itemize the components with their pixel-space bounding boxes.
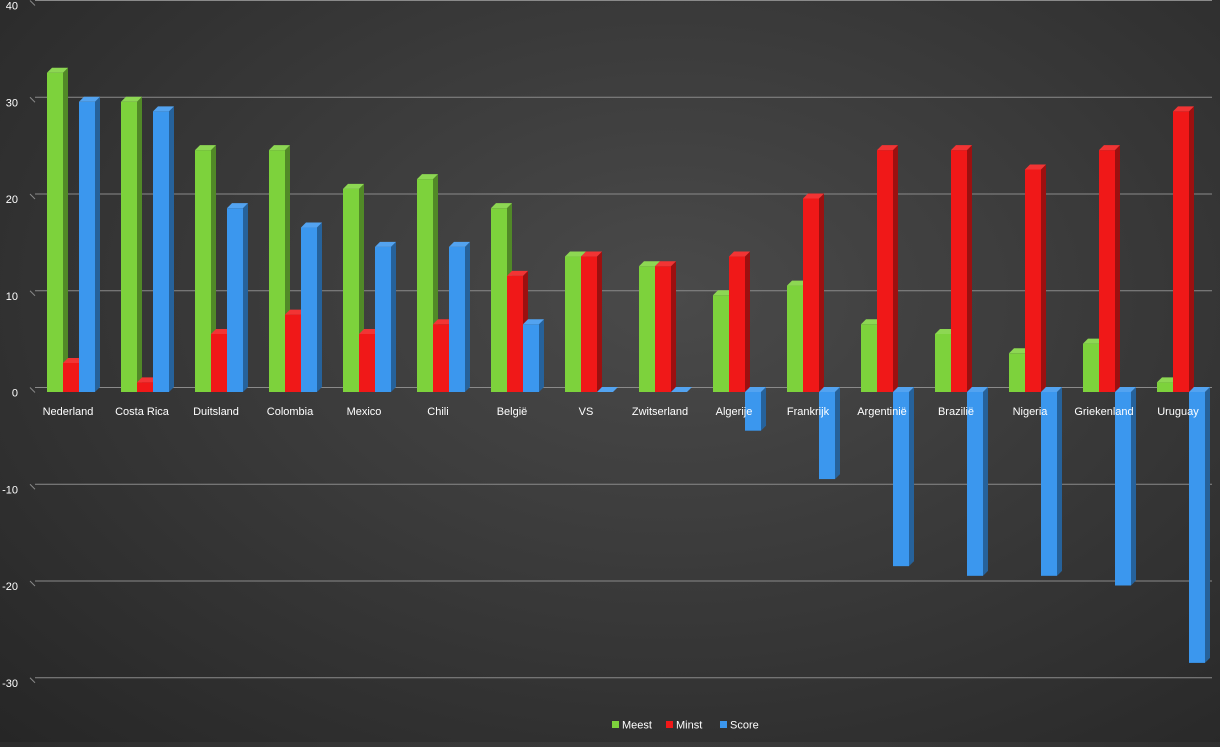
gridline	[29, 580, 1212, 587]
x-category-label: Nederland	[43, 406, 94, 418]
bar-score	[449, 241, 470, 392]
bar-score	[893, 387, 914, 567]
gridline	[29, 193, 1212, 200]
bar-score	[375, 241, 396, 392]
bar-score	[301, 222, 322, 392]
y-axis-tick-labels: -30 -20 -10 0 10 20 30 40	[2, 1, 18, 690]
legend-item-meest: Meest	[612, 720, 652, 732]
bar-meest	[121, 96, 142, 392]
x-category-label: Chili	[427, 406, 448, 418]
bar-minst	[1025, 164, 1046, 392]
legend-swatch	[720, 721, 727, 728]
x-category-label: Griekenland	[1074, 406, 1133, 418]
y-tick-label: -10	[2, 484, 18, 496]
bar-score	[967, 387, 988, 576]
y-tick-label: 0	[12, 388, 18, 400]
legend-label: Meest	[622, 720, 652, 732]
bar-meest	[47, 67, 68, 392]
bar-minst	[951, 145, 972, 392]
bar-minst	[655, 261, 676, 392]
legend-label: Score	[730, 720, 759, 732]
y-tick-label: -20	[2, 581, 18, 593]
bar-minst	[581, 251, 602, 392]
bar-minst	[1099, 145, 1120, 392]
x-category-label: Algerije	[716, 406, 753, 418]
bar-score	[745, 387, 766, 431]
x-category-label: Costa Rica	[115, 406, 170, 418]
gridlines	[29, 0, 1212, 684]
bars	[47, 67, 1210, 663]
legend-swatch	[666, 721, 673, 728]
bar-score	[597, 387, 618, 392]
legend-item-score: Score	[720, 720, 759, 732]
y-tick-label: 20	[6, 194, 18, 206]
bar-minst	[729, 251, 750, 392]
x-category-label: Frankrijk	[787, 406, 830, 418]
bar-score	[671, 387, 692, 392]
x-category-label: Brazilië	[938, 406, 974, 418]
gridline	[29, 0, 1212, 6]
legend: Meest Minst Score	[612, 720, 759, 732]
bar-score	[227, 203, 248, 392]
y-tick-label: -30	[2, 678, 18, 690]
x-category-label: Nigeria	[1013, 406, 1049, 418]
bar-score	[819, 387, 840, 480]
x-category-label: Argentinië	[857, 406, 907, 418]
x-category-label: VS	[579, 406, 594, 418]
x-category-label: Zwitserland	[632, 406, 688, 418]
bar-minst	[803, 193, 824, 392]
x-category-label: België	[497, 406, 528, 418]
bar-score	[523, 319, 544, 392]
bar-meest	[195, 145, 216, 392]
y-tick-label: 10	[6, 291, 18, 303]
bar-score	[153, 106, 174, 393]
bar-minst	[877, 145, 898, 392]
bar-score	[1189, 387, 1210, 663]
x-category-label: Uruguay	[1157, 406, 1199, 418]
bar-minst	[1173, 106, 1194, 393]
gridline	[29, 483, 1212, 490]
x-category-label: Colombia	[267, 406, 314, 418]
gridline	[29, 677, 1212, 684]
x-axis-category-labels: Nederland Costa Rica Duitsland Colombia Mexi…	[43, 406, 1200, 418]
y-tick-label: 30	[6, 97, 18, 109]
x-category-label: Duitsland	[193, 406, 239, 418]
legend-item-minst: Minst	[666, 720, 702, 732]
legend-swatch	[612, 721, 619, 728]
legend-label: Minst	[676, 720, 702, 732]
gridline	[29, 96, 1212, 103]
bar-score	[1115, 387, 1136, 586]
bar-score	[1041, 387, 1062, 576]
bar-score	[79, 96, 100, 392]
x-category-label: Mexico	[347, 406, 382, 418]
y-tick-label: 40	[6, 1, 18, 13]
